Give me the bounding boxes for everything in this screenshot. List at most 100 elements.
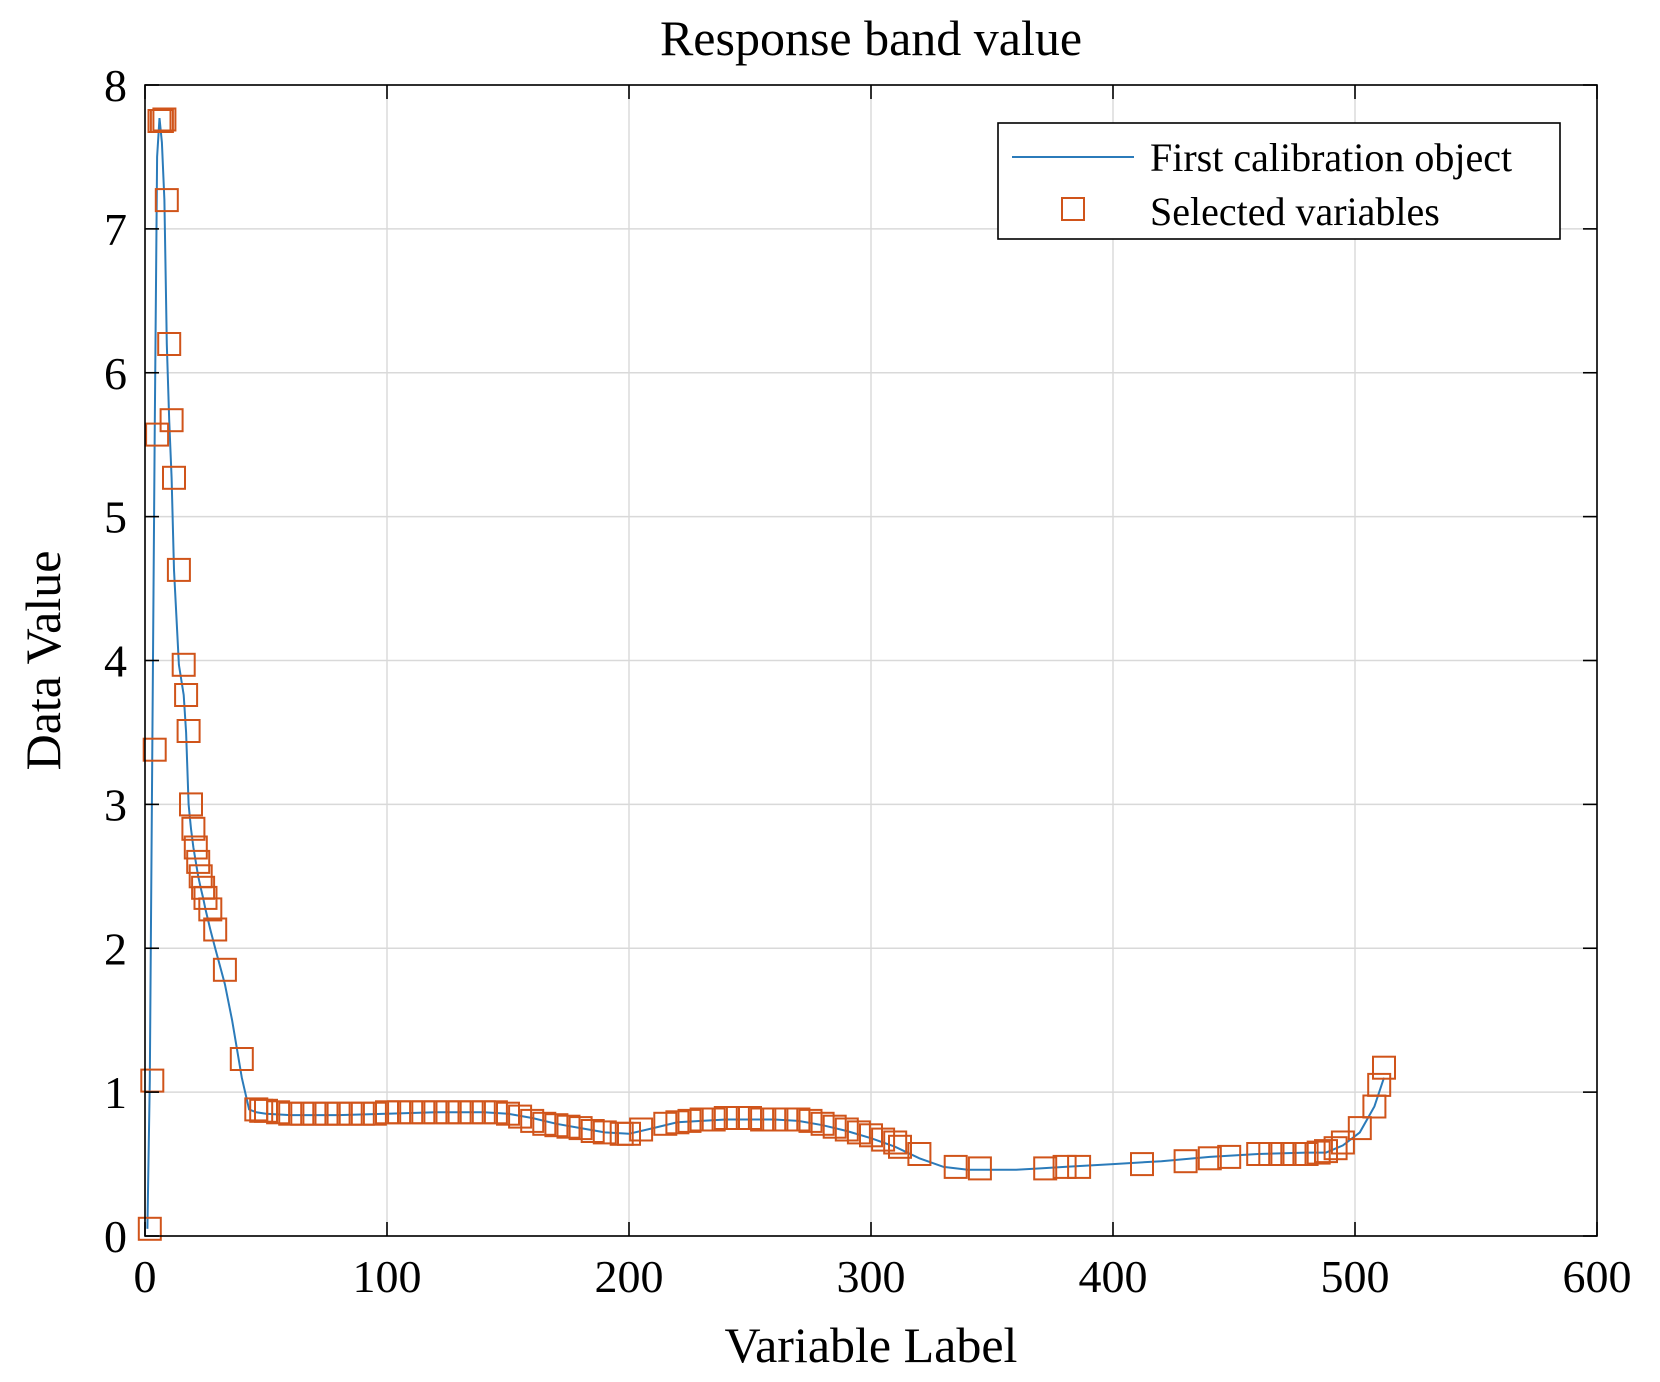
- selected-variable-marker: [229, 1047, 254, 1071]
- selected-variable-marker: [883, 1130, 908, 1155]
- selected-variable-marker: [568, 1116, 593, 1141]
- selected-variable-marker: [496, 1101, 520, 1126]
- legend-label-line: First calibration object: [1150, 135, 1512, 180]
- selected-variable-marker: [888, 1134, 912, 1159]
- selected-variable-marker: [689, 1107, 714, 1132]
- selected-variable-marker: [750, 1107, 775, 1132]
- y-tick-label: 4: [104, 636, 127, 687]
- selected-variable-marker: [617, 1121, 641, 1146]
- selected-variable-marker: [149, 109, 174, 133]
- selected-variable-marker: [338, 1101, 363, 1126]
- selected-variable-marker: [1347, 1116, 1372, 1141]
- selected-variable-marker: [266, 1100, 291, 1125]
- selected-variable-marker: [1294, 1142, 1319, 1166]
- selected-variable-marker: [798, 1108, 823, 1133]
- selected-variable-marker: [154, 188, 179, 213]
- selected-variable-marker: [435, 1100, 460, 1125]
- chart-title: Response band value: [660, 10, 1082, 66]
- y-axis-label: Data Value: [15, 551, 71, 771]
- selected-variable-marker: [159, 408, 184, 433]
- selected-variable-marker: [162, 465, 186, 490]
- selected-variable-marker: [179, 792, 203, 817]
- selected-variable-marker: [592, 1120, 617, 1145]
- selected-variable-marker: [532, 1111, 557, 1136]
- selected-variable-marker: [1052, 1154, 1077, 1179]
- selected-variable-marker: [1197, 1146, 1222, 1171]
- y-tick-label: 0: [104, 1211, 127, 1262]
- selected-variable-marker: [459, 1100, 484, 1125]
- selected-variable-marker: [520, 1108, 545, 1133]
- selected-variable-marker: [203, 917, 228, 942]
- selected-variable-marker: [302, 1101, 327, 1126]
- selected-variable-marker: [278, 1101, 303, 1126]
- x-tick-label: 200: [595, 1251, 664, 1302]
- selected-variable-marker: [399, 1100, 424, 1125]
- plot-series: [137, 107, 1396, 1241]
- x-tick-label: 300: [837, 1251, 906, 1302]
- x-tick-label: 100: [353, 1251, 422, 1302]
- x-axis-label: Variable Label: [725, 1317, 1018, 1373]
- selected-variable-marker: [290, 1101, 315, 1126]
- selected-variable-marker: [447, 1100, 472, 1125]
- selected-variable-marker: [762, 1107, 787, 1132]
- selected-variable-marker: [1246, 1142, 1271, 1166]
- selected-variable-marker: [166, 557, 191, 582]
- selected-variable-marker: [471, 1100, 496, 1125]
- y-tick-label: 7: [104, 204, 127, 255]
- selected-variable-marker: [871, 1127, 896, 1152]
- axis-ticks: 0 100 200 300 400 500 600 0 1 2 3 4 5 6 7 8: [104, 60, 1632, 1302]
- selected-variable-marker: [1130, 1152, 1154, 1177]
- selected-variable-marker: [183, 835, 208, 860]
- selected-variable-marker: [314, 1101, 339, 1126]
- y-tick-label: 3: [104, 779, 127, 830]
- selected-variable-marker: [665, 1110, 690, 1135]
- selected-variable-marker: [774, 1107, 799, 1132]
- selected-variable-marker: [1306, 1140, 1331, 1165]
- selected-variable-marker: [834, 1117, 859, 1142]
- selected-variable-marker: [326, 1101, 351, 1126]
- selected-variable-marker: [653, 1111, 678, 1136]
- selected-variable-marker: [701, 1107, 726, 1132]
- selected-variable-marker: [137, 1216, 162, 1241]
- selected-variable-marker: [1372, 1055, 1396, 1080]
- selected-variable-marker: [1314, 1139, 1338, 1164]
- selected-variable-marker: [786, 1107, 811, 1132]
- x-tick-label: 500: [1321, 1251, 1390, 1302]
- selected-variable-marker: [544, 1113, 569, 1138]
- x-tick-label: 400: [1079, 1251, 1148, 1302]
- legend-marker-swatch: [1061, 197, 1085, 221]
- selected-variable-marker: [350, 1101, 375, 1126]
- selected-variable-marker: [212, 957, 237, 982]
- selected-variable-marker: [1330, 1130, 1355, 1155]
- selected-variable-marker: [629, 1117, 654, 1142]
- x-tick-label: 600: [1563, 1251, 1632, 1302]
- legend-label-markers: Selected variables: [1150, 189, 1440, 234]
- selected-variable-marker: [1067, 1154, 1092, 1179]
- selected-variable-marker: [822, 1114, 847, 1139]
- selected-variable-marker: [725, 1106, 750, 1130]
- series-line-first-calibration-object: [146, 118, 1385, 1229]
- selected-variable-marker: [254, 1098, 278, 1123]
- y-tick-label: 8: [104, 60, 127, 111]
- selected-variable-marker: [859, 1123, 883, 1148]
- legend-box: [997, 122, 1561, 240]
- selected-variable-marker: [483, 1100, 508, 1125]
- selected-variable-marker: [1323, 1136, 1348, 1161]
- selected-variable-marker: [677, 1108, 702, 1133]
- selected-variable-marker: [145, 422, 170, 447]
- selected-variable-marker: [176, 719, 201, 743]
- selected-variable-marker: [198, 897, 223, 922]
- selected-variable-marker: [375, 1100, 399, 1125]
- selected-variable-marker: [1282, 1142, 1307, 1166]
- selected-variable-marker: [556, 1114, 581, 1139]
- selected-variable-marker: [580, 1119, 605, 1143]
- selected-variable-marker: [181, 816, 206, 841]
- selected-variable-marker: [1367, 1072, 1392, 1097]
- selected-variable-marker: [1173, 1149, 1198, 1174]
- selected-variable-marker: [174, 683, 199, 707]
- legend: First calibration object Selected variab…: [997, 122, 1561, 240]
- y-tick-label: 2: [104, 923, 127, 974]
- selected-variable-marker: [846, 1120, 871, 1145]
- selected-variable-marker: [1217, 1144, 1242, 1169]
- selected-variable-marker: [810, 1111, 835, 1136]
